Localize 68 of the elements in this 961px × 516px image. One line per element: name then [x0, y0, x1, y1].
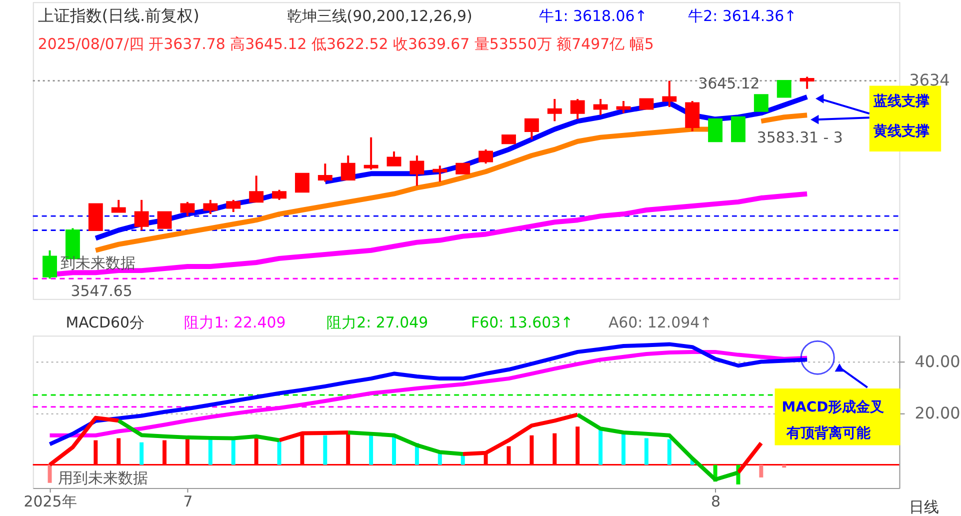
- candlestick: [157, 211, 172, 229]
- x-tick-label: 8: [711, 492, 721, 510]
- candlestick: [180, 200, 195, 218]
- bar: [759, 464, 764, 478]
- bar: [277, 439, 282, 465]
- bar: [231, 438, 236, 465]
- bar: [48, 464, 52, 483]
- candlestick: [340, 154, 356, 181]
- candlestick: [754, 94, 768, 112]
- annotation: MACD形成金叉: [782, 399, 884, 416]
- candlestick: [547, 98, 562, 122]
- candlestick: [662, 80, 677, 108]
- bar: [598, 429, 603, 465]
- candlestick: [386, 150, 402, 167]
- bar: [667, 439, 672, 465]
- text: MACD60分: [66, 314, 144, 332]
- candlestick: [639, 98, 654, 110]
- candlestick: [318, 162, 332, 183]
- text: 牛1: 3618.06↑: [538, 6, 648, 25]
- bar: [438, 452, 442, 465]
- candlestick: [616, 100, 631, 114]
- candlestick: [524, 118, 539, 140]
- annotation: 到未来数据: [60, 254, 136, 272]
- candlestick: [410, 154, 424, 187]
- chart-subtitle: 2025/08/07/四 开3637.78 高3645.12 低3622.52 收3639.67 量53550万 额7497亿 幅5: [38, 34, 654, 53]
- candlestick: [800, 76, 814, 90]
- bar: [369, 435, 374, 465]
- text: 阻力1: 22.409: [184, 314, 286, 332]
- candlestick: [134, 198, 149, 232]
- candlestick: [111, 198, 126, 214]
- x-tick-label: 2025年: [24, 492, 77, 510]
- annotation: 3645.12: [698, 74, 760, 93]
- text: 乾坤三线(90,200,12,26,9): [286, 6, 472, 25]
- annotation: 有顶背离可能: [786, 424, 871, 442]
- bar: [644, 438, 648, 465]
- text: 日线: [909, 498, 940, 516]
- y-tick-label: 40.00: [914, 352, 960, 371]
- annotation: 3583.31 - 3: [756, 128, 843, 146]
- bar: [621, 433, 626, 465]
- text: 牛2: 3614.36↑: [688, 6, 797, 25]
- candlestick: [364, 136, 378, 171]
- bar: [140, 442, 144, 465]
- bar: [323, 435, 328, 465]
- candlestick: [593, 98, 608, 116]
- candlestick: [478, 148, 494, 165]
- candlestick: [226, 198, 241, 214]
- candlestick: [203, 198, 218, 216]
- candlestick: [708, 118, 723, 142]
- x-tick-label: 7: [183, 492, 193, 510]
- candlestick: [249, 174, 264, 203]
- chart-title: 上证指数(日线.前复权): [38, 6, 200, 25]
- candlestick: [42, 249, 57, 280]
- candlestick: [776, 80, 792, 98]
- candlestick: [272, 188, 286, 201]
- annotation: 用到未来数据: [58, 469, 148, 488]
- text: 黄线支撑: [872, 124, 930, 140]
- text: 阻力2: 27.049: [326, 314, 428, 332]
- candlestick: [456, 162, 470, 174]
- y-tick-label: 20.00: [914, 404, 960, 423]
- text: 3547.65: [70, 282, 132, 300]
- text: A60: 12.094↑: [608, 314, 712, 332]
- bar: [392, 435, 396, 465]
- text: 3634: [909, 70, 950, 90]
- text: F60: 13.603↑: [471, 314, 574, 332]
- candlestick: [570, 98, 585, 120]
- candlestick: [294, 172, 310, 193]
- text: 蓝线支撑: [872, 94, 930, 110]
- candlestick: [432, 164, 448, 183]
